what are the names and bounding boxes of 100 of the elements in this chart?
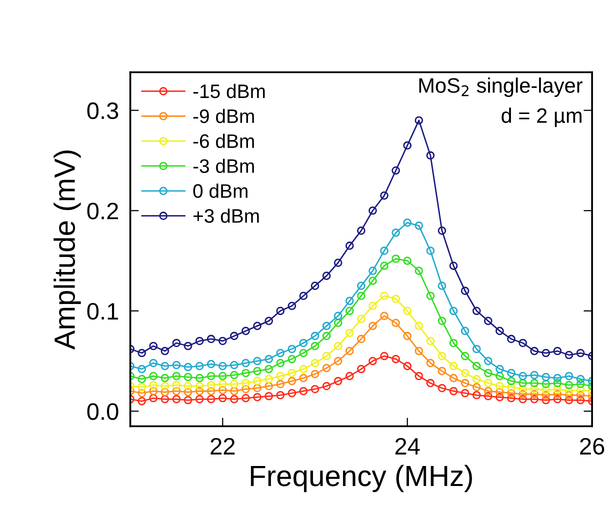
point	[264, 382, 273, 390]
point	[484, 392, 492, 400]
point	[310, 332, 320, 340]
point	[542, 372, 550, 382]
point	[414, 221, 424, 230]
point	[564, 390, 574, 400]
point	[357, 226, 366, 235]
point	[414, 266, 424, 275]
point	[472, 374, 481, 384]
point	[460, 368, 470, 378]
point	[230, 332, 238, 340]
point	[426, 378, 435, 388]
y-tick-label: 0.0	[87, 403, 118, 420]
point	[576, 380, 585, 388]
point	[345, 328, 354, 338]
point	[553, 378, 562, 388]
point	[264, 316, 273, 326]
point	[507, 394, 516, 402]
point	[160, 388, 170, 396]
point	[542, 396, 550, 404]
point	[345, 372, 354, 380]
point	[553, 384, 562, 394]
point	[357, 282, 366, 290]
y-tick-label: 0.1	[87, 302, 118, 320]
point	[206, 372, 216, 380]
point	[403, 362, 412, 370]
point	[380, 352, 388, 360]
point	[334, 318, 342, 328]
point	[172, 380, 181, 390]
point	[496, 392, 504, 402]
point	[218, 362, 227, 370]
point	[310, 342, 320, 350]
point	[403, 306, 412, 316]
point	[242, 368, 250, 378]
point	[264, 354, 273, 364]
point	[184, 342, 192, 350]
point	[242, 384, 250, 394]
legend-label: -15 dBm	[193, 84, 265, 98]
point	[138, 382, 146, 392]
point	[195, 386, 204, 396]
x-tick-label: 24	[395, 438, 420, 454]
point	[564, 396, 574, 404]
point	[149, 386, 158, 396]
x-tick-label: 22	[210, 438, 235, 454]
point	[334, 356, 342, 366]
point	[414, 322, 424, 330]
point	[138, 364, 146, 374]
legend-label: 0 dBm	[193, 184, 248, 198]
point	[138, 396, 146, 406]
point	[496, 364, 504, 374]
point	[218, 336, 227, 346]
point	[345, 346, 354, 356]
point	[542, 386, 550, 394]
point	[184, 362, 192, 372]
point	[392, 354, 400, 364]
point	[322, 272, 331, 280]
point	[472, 306, 481, 316]
point	[299, 386, 308, 396]
point	[507, 388, 516, 398]
point	[403, 332, 412, 340]
point	[242, 378, 250, 388]
point	[195, 382, 204, 390]
point	[334, 376, 342, 386]
point	[334, 258, 342, 267]
point	[496, 382, 504, 390]
point	[553, 346, 562, 356]
point	[576, 396, 585, 404]
point	[172, 338, 181, 348]
point	[438, 226, 446, 235]
point	[264, 374, 273, 384]
point	[253, 366, 262, 376]
point	[392, 254, 400, 263]
y-tick-label: 0.3	[87, 102, 118, 120]
legend-label: -9 dBm	[193, 108, 254, 124]
point	[438, 352, 446, 360]
point	[218, 394, 227, 402]
point	[276, 372, 285, 380]
point	[276, 358, 285, 368]
point	[218, 386, 227, 394]
point	[392, 228, 400, 237]
point	[322, 332, 331, 340]
point	[368, 356, 377, 366]
point	[230, 370, 238, 380]
point	[357, 334, 366, 344]
point	[380, 312, 388, 320]
point	[242, 358, 250, 368]
point	[368, 322, 377, 330]
point	[322, 364, 331, 372]
point	[472, 382, 481, 392]
point	[438, 316, 446, 326]
point	[380, 292, 388, 300]
point	[138, 388, 146, 398]
point	[484, 316, 492, 326]
point	[149, 372, 158, 380]
point	[542, 380, 550, 388]
x-axis-title: Frequency (MHz)	[250, 464, 472, 492]
point	[230, 360, 238, 370]
point	[403, 141, 412, 150]
point	[310, 282, 320, 290]
point	[206, 386, 216, 396]
